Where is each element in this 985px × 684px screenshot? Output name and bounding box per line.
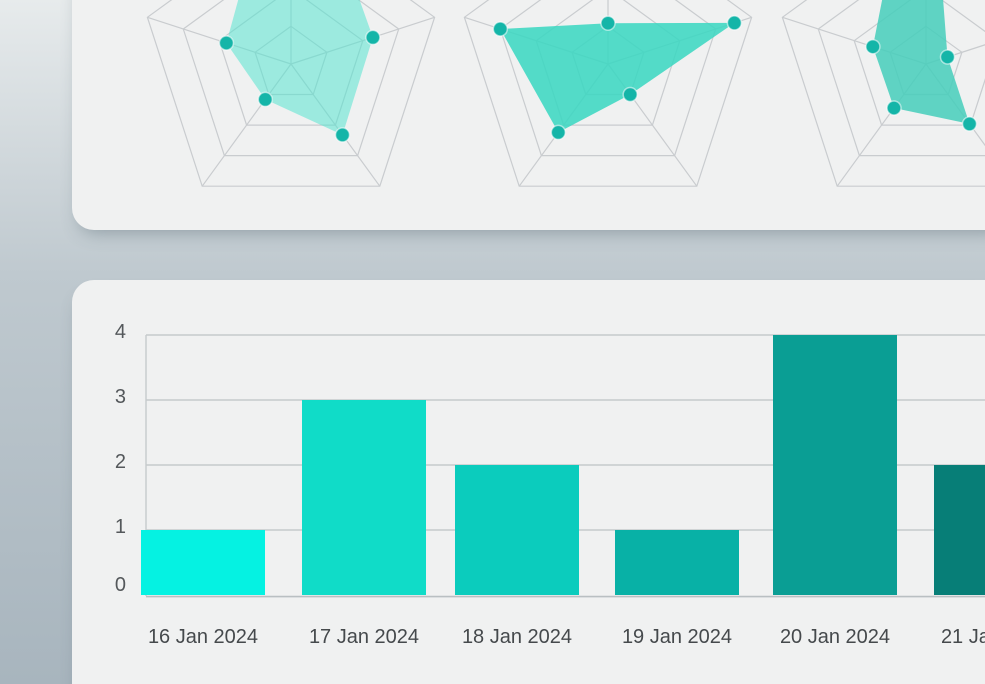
radar-charts-card [72, 0, 985, 230]
radar-data-point[interactable] [550, 124, 567, 141]
radar-grid-ring [853, 0, 985, 126]
bar-chart-card: 0 1 2 3 4 16 Jan 2024 17 Jan 2024 18 Jan 2024 19… [72, 280, 985, 684]
radar-data-point[interactable] [939, 49, 956, 65]
bar-19-jan-2024[interactable] [615, 530, 739, 595]
radar-grid-ring [781, 0, 985, 187]
bar-17-jan-2024[interactable] [302, 400, 426, 595]
radar-data-point[interactable] [365, 29, 381, 46]
radar-area [226, 0, 373, 135]
bar-16-jan-2024[interactable] [141, 530, 265, 595]
radar-grid-ring [463, 0, 753, 187]
radar-data-point[interactable] [257, 91, 274, 108]
y-axis-tick-label: 3 [115, 386, 126, 408]
radar-data-point[interactable] [622, 86, 638, 103]
radar-area [872, 0, 970, 124]
x-axis-tick-label: 19 Jan 2024 [622, 626, 732, 648]
radar-charts-canvas [146, 0, 985, 187]
y-axis-tick-label: 1 [115, 516, 126, 538]
radar-grid-ring [817, 0, 985, 157]
radar-data-point[interactable] [726, 15, 743, 31]
radar-data-point[interactable] [492, 21, 509, 37]
x-axis-tick-label: 20 Jan 2024 [780, 626, 890, 648]
y-axis-tick-label: 0 [115, 574, 126, 596]
bar-18-jan-2024[interactable] [455, 465, 579, 595]
radar-data-point[interactable] [961, 116, 978, 132]
radar-right [781, 0, 985, 187]
radar-middle [463, 0, 753, 187]
y-axis-tick-label: 4 [115, 321, 126, 343]
radar-area [500, 22, 735, 133]
x-axis-tick-label: 16 Jan 2024 [148, 626, 258, 648]
radar-data-point[interactable] [600, 15, 616, 31]
bar-20-jan-2024[interactable] [773, 335, 897, 595]
bar-21-jan-2024[interactable] [934, 465, 985, 595]
radar-data-point[interactable] [886, 100, 902, 116]
x-axis-tick-label: 18 Jan 2024 [462, 626, 572, 648]
radar-left [146, 0, 436, 187]
x-axis-tick-label: 17 Jan 2024 [309, 626, 419, 648]
radar-data-point[interactable] [218, 35, 235, 51]
radar-grid-ring [182, 0, 400, 157]
radar-data-point[interactable] [334, 127, 351, 143]
bar-chart-canvas: 0 1 2 3 4 16 Jan 2024 17 Jan 2024 18 Jan 2024 19… [115, 321, 985, 648]
y-axis-tick-label: 2 [115, 451, 126, 473]
radar-grid-ring [146, 0, 436, 187]
radar-data-point[interactable] [865, 38, 881, 55]
daily-bar-chart: 0 1 2 3 4 16 Jan 2024 17 Jan 2024 18 Jan 2024 19… [115, 321, 985, 648]
radar-grid-ring [499, 0, 717, 157]
x-axis-tick-label: 21 Jan 2024 [941, 626, 985, 648]
